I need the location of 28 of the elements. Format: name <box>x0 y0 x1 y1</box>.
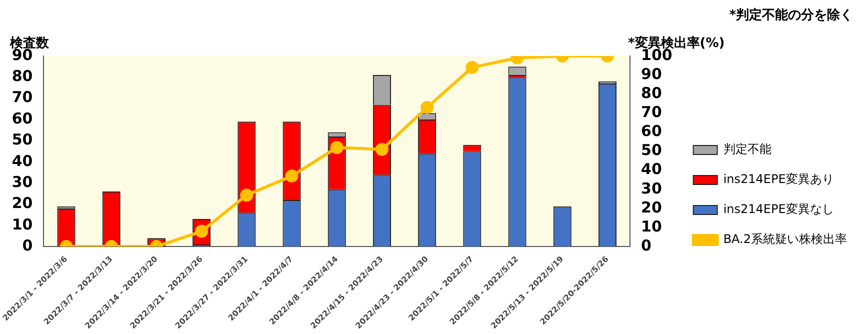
point <box>420 100 434 114</box>
point <box>285 170 298 183</box>
y-tick-label: 80 <box>12 67 33 86</box>
y2-tick-label: 0 <box>641 236 652 254</box>
text: *判定不能の分を除く <box>729 6 853 24</box>
legend-label: 判定不能 <box>723 142 772 156</box>
y-tick-label: 10 <box>12 215 33 234</box>
y-tick-label: 20 <box>12 194 33 212</box>
y-tick-label: 40 <box>12 152 33 170</box>
point <box>375 142 388 156</box>
y2-tick-label: 60 <box>641 122 662 140</box>
legend-label: ins214EPE変異あり <box>723 172 834 186</box>
y2-tick-label: 80 <box>641 84 662 102</box>
legend-label: ins214EPE変異なし <box>723 202 834 216</box>
y-tick-label: 60 <box>12 109 33 128</box>
y-tick-label: 50 <box>12 130 33 149</box>
point <box>330 140 344 154</box>
y2-tick-label: 10 <box>641 217 662 236</box>
y-tick-label: 70 <box>12 88 33 106</box>
y-tick-label: 30 <box>12 172 33 191</box>
y2-tick-label: 40 <box>641 160 662 178</box>
y-tick-label: 0 <box>22 236 33 254</box>
y2-tick-label: 20 <box>641 198 662 216</box>
y2-tick-label: 70 <box>641 103 662 122</box>
y2-tick-label: 50 <box>641 141 662 160</box>
legend-label: BA.2系統疑い株検出率 <box>723 232 848 246</box>
y2-tick-label: 30 <box>641 179 662 198</box>
y2-tick-label: 90 <box>641 64 662 83</box>
